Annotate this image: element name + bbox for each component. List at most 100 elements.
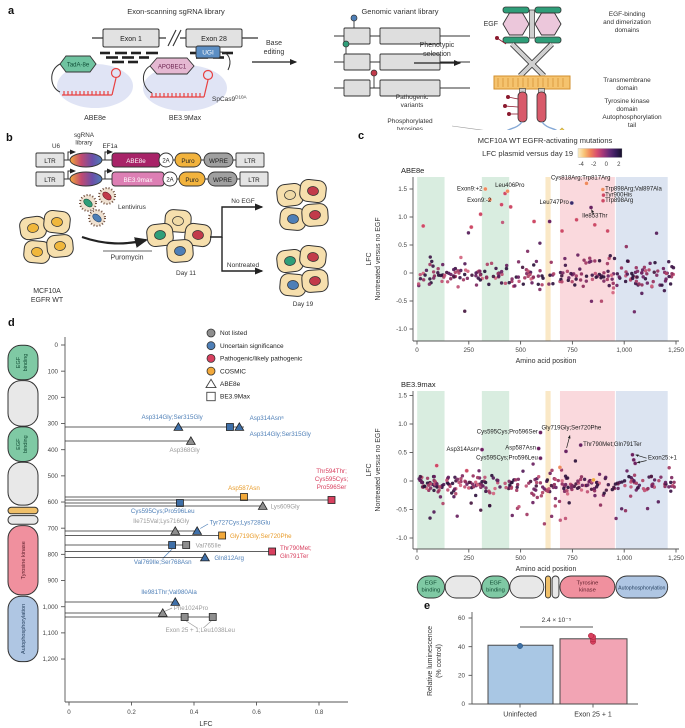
mcf10a-label-1: MCF10A <box>33 288 61 295</box>
svg-text:1.0: 1.0 <box>398 421 407 428</box>
svg-text:1,100: 1,100 <box>43 630 59 637</box>
variant-marker <box>199 552 211 562</box>
svg-text:-1.0: -1.0 <box>396 326 407 333</box>
variant-marker <box>257 501 268 510</box>
svg-text:500: 500 <box>515 347 526 354</box>
mcf10a-label-2: EGFR WT <box>31 297 64 304</box>
variant-label: Cys595Cys;Pro596Leu <box>131 508 195 515</box>
svg-text:Cys595Cys;Pro596Leu: Cys595Cys;Pro596Leu <box>476 455 538 461</box>
panel-c-label: c <box>358 130 364 142</box>
svg-text:Tyrosine: Tyrosine <box>576 581 598 587</box>
svg-text:0: 0 <box>55 342 59 349</box>
svg-text:EGF: EGF <box>490 581 502 587</box>
egf-binding-label-1: EGF-binding <box>609 11 646 18</box>
ef1a-label: EF1a <box>102 143 118 150</box>
svg-text:BE3.9max: BE3.9max <box>123 177 153 184</box>
y-axis-label-2: Nontreated versus no EGF <box>375 217 382 300</box>
nontreated-cells <box>276 244 329 297</box>
svg-text:LTR: LTR <box>248 177 260 184</box>
svg-text:2A: 2A <box>162 159 169 165</box>
svg-text:0.2: 0.2 <box>127 709 136 716</box>
autophospho-tail-label-2: tail <box>628 122 637 129</box>
svg-text:400: 400 <box>48 447 59 454</box>
bar-category-label: Uninfected <box>503 712 537 719</box>
variant-label: Pro596Ser <box>317 484 347 491</box>
sgrna-library-title: Exon-scanning sgRNA library <box>127 7 225 16</box>
variant-library-title: Genomic variant library <box>361 7 438 16</box>
phenotypic-label-1: Phenotypic <box>420 42 455 49</box>
svg-text:60: 60 <box>458 615 466 622</box>
svg-text:Thr790Met;Gln791Ter: Thr790Met;Gln791Ter <box>583 442 641 448</box>
variant-label: Tyr727Cys;Lys728Glu <box>210 520 271 527</box>
variant-label: Asp368Gly <box>169 447 200 454</box>
svg-text:1,250: 1,250 <box>668 555 684 562</box>
abe8e-name: ABE8e <box>84 115 106 122</box>
annotated-points <box>434 430 638 483</box>
svg-text:binding: binding <box>422 588 441 594</box>
be39max-editor: APOBEC1 UGI SpCas9D10A BE3.9Max <box>143 45 248 122</box>
svg-text:LTR: LTR <box>44 158 56 165</box>
svg-text:0.4: 0.4 <box>190 709 199 716</box>
variant-label: Lys609Gly <box>271 504 301 511</box>
replicate-dot <box>588 632 594 639</box>
variant-marker <box>170 526 181 535</box>
svg-text:1,200: 1,200 <box>43 656 59 663</box>
lfc-colorbar <box>577 148 623 158</box>
svg-text:binding: binding <box>23 354 29 372</box>
plot-title-abe8e: ABE8e <box>401 166 424 175</box>
svg-text:20: 20 <box>458 673 466 680</box>
svg-text:Asp587Asn: Asp587Asn <box>505 446 536 452</box>
svg-text:0: 0 <box>461 701 465 708</box>
x-axis-label: LFC <box>199 721 212 728</box>
lentivirus-label: Lentivirus <box>118 204 147 211</box>
svg-text:Cys595Cys;Pro596Ser: Cys595Cys;Pro596Ser <box>477 430 538 436</box>
svg-text:900: 900 <box>48 578 59 585</box>
variant-label: Thr594Thr; <box>316 468 347 475</box>
tada-hexagon <box>59 55 97 73</box>
panel-a-label: a <box>8 5 15 17</box>
u6-label: U6 <box>52 143 61 150</box>
svg-text:binding: binding <box>486 588 505 594</box>
variant-marker <box>192 526 203 535</box>
p-value: 2.4 × 10⁻⁵ <box>542 617 572 624</box>
colorbar-tick: -2 <box>591 162 597 168</box>
svg-text:0.5: 0.5 <box>398 450 407 457</box>
svg-text:Asp314Asnᵃ: Asp314Asnᵃ <box>446 447 480 453</box>
svg-text:500: 500 <box>515 555 526 562</box>
sgrna-label-2: library <box>75 140 93 147</box>
y-axis-label-2: (% control) <box>436 644 443 678</box>
svg-text:WPRE: WPRE <box>213 177 232 184</box>
construct-be39max: LTR BE3.9max 2A Puro WPRE LTR <box>35 168 269 187</box>
variant-label: Ile715Val;Lys716Gly <box>133 518 190 525</box>
abe8e-triangle-swatch <box>205 378 217 389</box>
svg-text:0: 0 <box>67 709 71 716</box>
svg-text:1,000: 1,000 <box>616 555 632 562</box>
svg-text:200: 200 <box>48 395 59 402</box>
svg-text:40: 40 <box>458 644 466 651</box>
svg-text:-0.5: -0.5 <box>396 507 407 514</box>
variant-label: Exon 25 + 1;Leu1038Leu <box>166 627 236 634</box>
svg-text:Leu747Pro: Leu747Pro <box>540 200 570 206</box>
bar-uninfected <box>487 644 554 705</box>
colorbar-tick: 2 <box>617 162 621 168</box>
variant-label: Phe1024Pro <box>174 605 209 612</box>
panel-b-screen-workflow: b U6 sgRNA library EF1a LTR ABE8e 2A Pur… <box>6 132 329 308</box>
legend-label: COSMIC <box>220 368 246 375</box>
variant-label: Asp587Asn <box>228 485 260 492</box>
panel-a-editing-overview: a Exon-scanning sgRNA library Exon 1 Exo… <box>8 5 662 130</box>
colorbar-tick: 0 <box>605 162 609 168</box>
variant-marker <box>234 422 245 431</box>
svg-text:Puro: Puro <box>185 177 199 184</box>
base-editing-label-2: editing <box>264 49 285 56</box>
bar-category-label: Exon 25 + 1 <box>574 712 612 719</box>
svg-text:Autophosphorylation: Autophosphorylation <box>618 586 665 592</box>
replicate-dot <box>517 643 523 649</box>
svg-text:1,000: 1,000 <box>43 604 59 611</box>
construct-abe8e: LTR ABE8e 2A Puro WPRE LTR <box>35 149 265 168</box>
annotation-labels: Exon9:+2 Leu406Pro Exon9:-2 Leu747Pro Ile853… <box>457 175 663 219</box>
day11-label: Day 11 <box>176 270 196 277</box>
exon28-label: Exon 28 <box>201 36 227 43</box>
variant-marker <box>185 436 196 445</box>
svg-text:600: 600 <box>48 499 59 506</box>
